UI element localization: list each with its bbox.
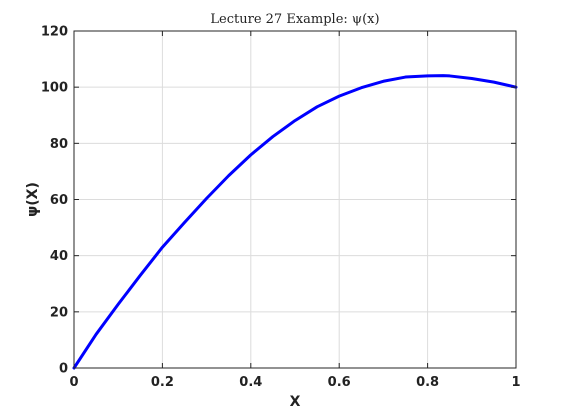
y-tick-label: 80 [50,137,68,152]
y-tick-label: 0 [59,362,68,377]
x-tick-label: 0 [69,375,78,390]
x-tick-label: 0.4 [239,375,262,390]
y-tick-label: 100 [41,81,68,96]
y-axis-label: ψ(X) [25,182,41,217]
chart-title: Lecture 27 Example: ψ(x) [210,12,379,27]
y-tick-label: 20 [50,305,68,320]
series-line [72,74,518,370]
y-tick-label: 120 [41,25,68,40]
ticks: 0 0.2 0.4 0.6 0.8 1 0 20 40 60 80 100 120 [41,25,521,391]
series-lines [72,74,518,370]
x-tick-label: 0.8 [416,375,439,390]
x-tick-label: 1 [511,375,520,390]
y-tick-label: 60 [50,193,68,208]
x-axis-label: X [290,394,301,410]
y-tick-label: 40 [50,249,68,264]
x-tick-label: 0.6 [328,375,351,390]
x-tick-label: 0.2 [151,375,174,390]
